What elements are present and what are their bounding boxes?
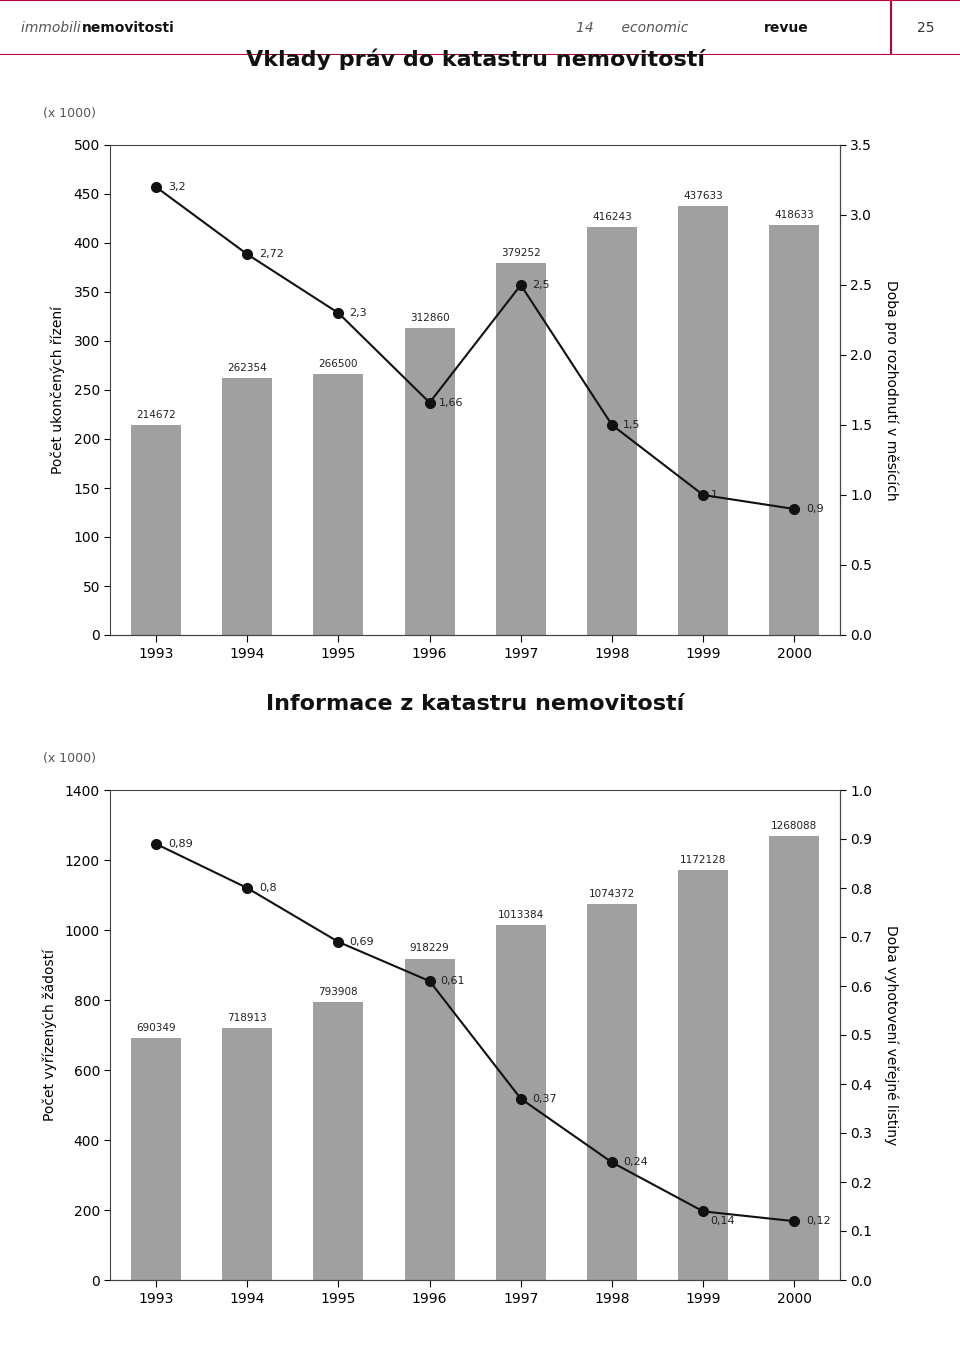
Text: 2,72: 2,72	[259, 249, 284, 259]
Text: nemovitosti: nemovitosti	[82, 21, 175, 34]
Text: 418633: 418633	[775, 209, 814, 220]
Text: 1172128: 1172128	[680, 855, 727, 865]
Text: 262354: 262354	[228, 363, 267, 373]
Y-axis label: Doba pro rozhodnutí v měsících: Doba pro rozhodnutí v měsících	[883, 279, 898, 501]
Bar	[131, 424, 181, 635]
Text: 379252: 379252	[501, 249, 540, 259]
Text: 0,24: 0,24	[623, 1157, 648, 1167]
Text: 1,66: 1,66	[439, 398, 464, 408]
Text: 0,61: 0,61	[441, 977, 465, 986]
Text: 1268088: 1268088	[771, 821, 818, 830]
Bar	[222, 1029, 273, 1280]
Text: 312860: 312860	[410, 313, 449, 323]
Text: (x 1000): (x 1000)	[43, 107, 96, 120]
Bar	[131, 1038, 181, 1280]
Bar	[678, 870, 729, 1280]
Text: revue: revue	[764, 21, 809, 34]
Bar	[678, 207, 729, 635]
Text: 690349: 690349	[136, 1023, 176, 1033]
Text: Informace z katastru nemovitostí: Informace z katastru nemovitostí	[266, 694, 684, 714]
Text: 1,5: 1,5	[623, 420, 640, 430]
Text: 2,5: 2,5	[532, 280, 549, 290]
Text: 214672: 214672	[136, 410, 176, 420]
Bar	[769, 836, 820, 1280]
Text: 2,3: 2,3	[349, 308, 367, 317]
Bar	[587, 227, 637, 635]
Text: 0,89: 0,89	[168, 839, 193, 850]
Bar	[769, 224, 820, 635]
Bar	[313, 373, 364, 635]
Text: 918229: 918229	[410, 944, 449, 953]
Text: 0,37: 0,37	[533, 1093, 558, 1104]
Text: 1074372: 1074372	[588, 889, 636, 899]
Text: 0,12: 0,12	[806, 1216, 831, 1226]
Bar	[495, 263, 546, 635]
Text: 416243: 416243	[592, 212, 632, 222]
Text: 437633: 437633	[684, 192, 723, 201]
Bar	[404, 328, 455, 635]
Bar	[587, 904, 637, 1280]
Text: Vklady práv do katastru nemovitostí: Vklady práv do katastru nemovitostí	[246, 48, 705, 70]
Bar	[313, 1003, 364, 1280]
Text: 0,69: 0,69	[349, 937, 374, 947]
Text: 0,8: 0,8	[259, 882, 276, 893]
Text: 718913: 718913	[228, 1014, 267, 1023]
Y-axis label: Počet vyřízených žádostí: Počet vyřízených žádostí	[42, 949, 57, 1120]
Text: 793908: 793908	[319, 986, 358, 997]
Text: 3,2: 3,2	[168, 182, 185, 192]
Text: 0,14: 0,14	[710, 1216, 735, 1226]
Text: immobili: immobili	[21, 21, 85, 34]
Bar	[495, 925, 546, 1280]
Y-axis label: Počet ukončených řízení: Počet ukončených řízení	[51, 306, 65, 473]
Text: (x 1000): (x 1000)	[43, 752, 96, 765]
Bar	[222, 378, 273, 635]
Text: 0,9: 0,9	[806, 503, 824, 514]
Text: 266500: 266500	[319, 358, 358, 369]
Text: 14  economic: 14 economic	[576, 21, 688, 34]
Y-axis label: Doba vyhotovení veřejné listiny: Doba vyhotovení veřejné listiny	[883, 925, 898, 1145]
Bar	[404, 959, 455, 1280]
Text: 25: 25	[917, 21, 934, 34]
Text: 1013384: 1013384	[497, 910, 544, 921]
Text: 1: 1	[710, 490, 717, 499]
